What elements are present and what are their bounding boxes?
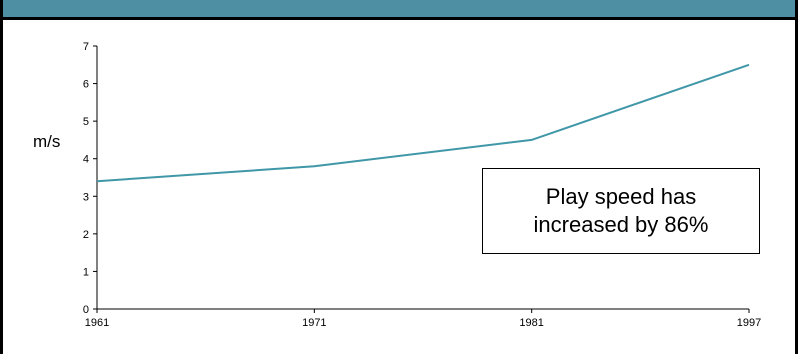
left-border	[0, 0, 3, 354]
right-border	[795, 0, 798, 354]
y-tick-label: 4	[83, 154, 89, 166]
x-tick-label: 1961	[85, 317, 109, 329]
y-tick-label: 3	[83, 191, 89, 203]
y-tick-label: 0	[83, 304, 89, 316]
y-tick-label: 2	[83, 229, 89, 241]
chart-ticks: 0 1 2 3 4 5 6 7 1961 1971 1981 1997	[83, 41, 761, 329]
x-tick-label: 1997	[737, 317, 761, 329]
header-divider	[0, 18, 798, 20]
y-axis-unit-label: m/s	[33, 132, 60, 151]
series-line	[96, 63, 750, 183]
y-tick-label: 1	[83, 266, 89, 278]
x-tick-label: 1971	[302, 317, 326, 329]
y-tick-label: 6	[83, 79, 89, 91]
annotation-box: Play speed has increased by 86%	[482, 168, 760, 254]
y-tick-label: 7	[83, 41, 89, 53]
chart-axes	[96, 46, 749, 310]
y-tick-label: 5	[83, 116, 89, 128]
annotation-text: Play speed has increased by 86%	[533, 184, 709, 237]
chart-series	[96, 63, 750, 183]
x-tick-label: 1981	[519, 317, 543, 329]
